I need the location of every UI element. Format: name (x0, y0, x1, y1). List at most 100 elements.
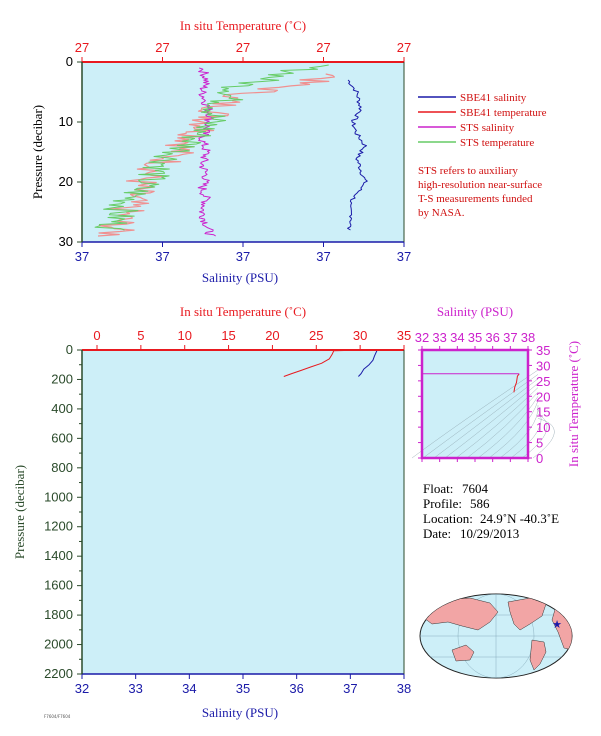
bottom-pressure-tick-label: 0 (66, 342, 73, 357)
bottom-temperature-tick-label: 35 (397, 328, 411, 343)
top-plot-legend: SBE41 salinity SBE41 temperature STS sal… (418, 92, 547, 149)
top-series-sts-temperature (94, 64, 329, 231)
footer-code: F7604/F7604 (44, 714, 71, 719)
float-location-marker-icon: ★ (552, 618, 562, 631)
bottom-pressure-tick-label: 2000 (44, 637, 73, 652)
ts-temperature-tick-label: 20 (536, 389, 550, 404)
ts-temperature-tick-label: 0 (536, 451, 543, 466)
top-salinity-tick-label: 37 (316, 249, 330, 264)
bottom-series-temperature (283, 349, 365, 377)
ts-salinity-ticks: 32 33 34 35 36 37 38 (415, 330, 535, 462)
top-plot-salinity-ticks: 37 37 37 37 37 (75, 242, 411, 264)
profile-label: Profile: (423, 496, 462, 511)
bottom-plot-salinity-axis-title: Salinity (PSU) (202, 705, 278, 720)
top-plot-temperature-axis-title: In situ Temperature (˚C) (180, 18, 306, 33)
ts-temperature-tick-label: 35 (536, 343, 550, 358)
ts-salinity-tick-label: 35 (468, 330, 482, 345)
location-value: 24.9˚N -40.3˚E (480, 511, 559, 526)
ts-salinity-tick-label: 36 (485, 330, 499, 345)
top-pressure-tick-label: 0 (66, 54, 73, 69)
legend-label-sts-salinity: STS salinity (460, 122, 515, 134)
ts-plot-frame (420, 348, 530, 460)
bottom-temperature-tick-label: 25 (309, 328, 323, 343)
bottom-plot-temperature-axis-title: In situ Temperature (˚C) (180, 304, 306, 319)
bottom-pressure-tick-label: 600 (51, 430, 73, 445)
ts-plot-area (422, 350, 528, 458)
top-series-sbe41-temperature (97, 73, 335, 237)
ts-density-contour (422, 374, 539, 459)
ts-temperature-tick-label: 25 (536, 374, 550, 389)
ts-density-contour (488, 400, 539, 459)
float-value: 7604 (462, 481, 489, 496)
ts-diagram: Salinity (PSU) 32 33 34 35 36 37 38 0510152025… (411, 304, 581, 467)
bottom-salinity-tick-label: 34 (182, 681, 196, 696)
top-plot-temperature-ticks: 27 27 27 27 27 (75, 40, 411, 62)
bottom-pressure-tick-label: 1800 (44, 607, 73, 622)
map-australia (451, 644, 475, 662)
top-pressure-tick-label: 10 (59, 114, 73, 129)
ts-salinity-tick-label: 32 (415, 330, 429, 345)
bottom-plot-series (283, 349, 378, 377)
bottom-pressure-tick-label: 1000 (44, 489, 73, 504)
bottom-series-salinity (358, 349, 378, 377)
bottom-pressure-tick-label: 2200 (44, 666, 73, 681)
top-salinity-tick-label: 37 (75, 249, 89, 264)
bottom-salinity-tick-label: 32 (75, 681, 89, 696)
ts-salinity-axis-title: Salinity (PSU) (437, 304, 513, 319)
sts-note-line-3: T-S measurements funded (418, 193, 533, 205)
top-plot-salinity-axis-title: Salinity (PSU) (202, 270, 278, 285)
ts-profile-series (422, 373, 520, 393)
top-temperature-tick-label: 27 (155, 40, 169, 55)
float-info: Float: 7604 Profile: 586 Location: 24.9˚… (423, 481, 559, 541)
ts-temperature-tick-label: 10 (536, 420, 550, 435)
top-temperature-tick-label: 27 (236, 40, 250, 55)
legend-label-sts-temperature: STS temperature (460, 137, 534, 149)
ts-salinity-tick-label: 33 (432, 330, 446, 345)
sts-note-line-1: STS refers to auxiliary (418, 165, 518, 177)
bottom-temperature-tick-label: 30 (353, 328, 367, 343)
ts-density-contour (477, 396, 539, 459)
date-label: Date: (423, 526, 451, 541)
bottom-salinity-tick-label: 33 (128, 681, 142, 696)
bottom-temperature-tick-label: 5 (137, 328, 144, 343)
bottom-plot-pressure-axis-title: Pressure (decibar) (12, 465, 27, 559)
bottom-plot-area (82, 350, 404, 674)
ts-temperature-tick-label: 15 (536, 405, 550, 420)
bottom-plot-salinity-ticks: 32 33 34 35 36 37 38 (75, 674, 411, 696)
bottom-pressure-tick-label: 200 (51, 371, 73, 386)
location-label: Location: (423, 511, 473, 526)
top-temperature-tick-label: 27 (397, 40, 411, 55)
bottom-temperature-tick-label: 20 (265, 328, 279, 343)
top-salinity-tick-label: 37 (236, 249, 250, 264)
float-label: Float: (423, 481, 453, 496)
top-salinity-tick-label: 37 (397, 249, 411, 264)
bottom-pressure-tick-label: 1400 (44, 548, 73, 563)
bottom-pressure-tick-label: 800 (51, 460, 73, 475)
top-temperature-tick-label: 27 (75, 40, 89, 55)
ts-density-contour (510, 409, 542, 459)
bottom-temperature-tick-label: 15 (221, 328, 235, 343)
bottom-salinity-tick-label: 36 (289, 681, 303, 696)
top-series-sbe41-salinity (347, 79, 368, 231)
ts-density-contour (433, 378, 539, 459)
top-salinity-tick-label: 37 (155, 249, 169, 264)
sts-note-line-2: high-resolution near-surface (418, 179, 542, 191)
top-pressure-tick-label: 30 (59, 234, 73, 249)
bottom-pressure-tick-label: 1200 (44, 519, 73, 534)
date-value: 10/29/2013 (460, 526, 519, 541)
top-plot-pressure-ticks: 0 10 20 30 (59, 54, 82, 249)
top-plot-area (82, 62, 404, 242)
bottom-salinity-tick-label: 37 (343, 681, 357, 696)
map-south-america (529, 639, 547, 671)
ts-salinity-tick-label: 34 (450, 330, 464, 345)
legend-label-sbe41-salinity: SBE41 salinity (460, 92, 527, 104)
ts-temperature-tick-label: 5 (536, 436, 543, 451)
profile-value: 586 (470, 496, 490, 511)
ts-density-contour (499, 405, 539, 459)
sts-note: STS refers to auxiliary high-resolution … (418, 165, 542, 219)
bottom-temperature-tick-label: 0 (93, 328, 100, 343)
bottom-salinity-tick-label: 38 (397, 681, 411, 696)
bottom-pressure-tick-label: 400 (51, 401, 73, 416)
